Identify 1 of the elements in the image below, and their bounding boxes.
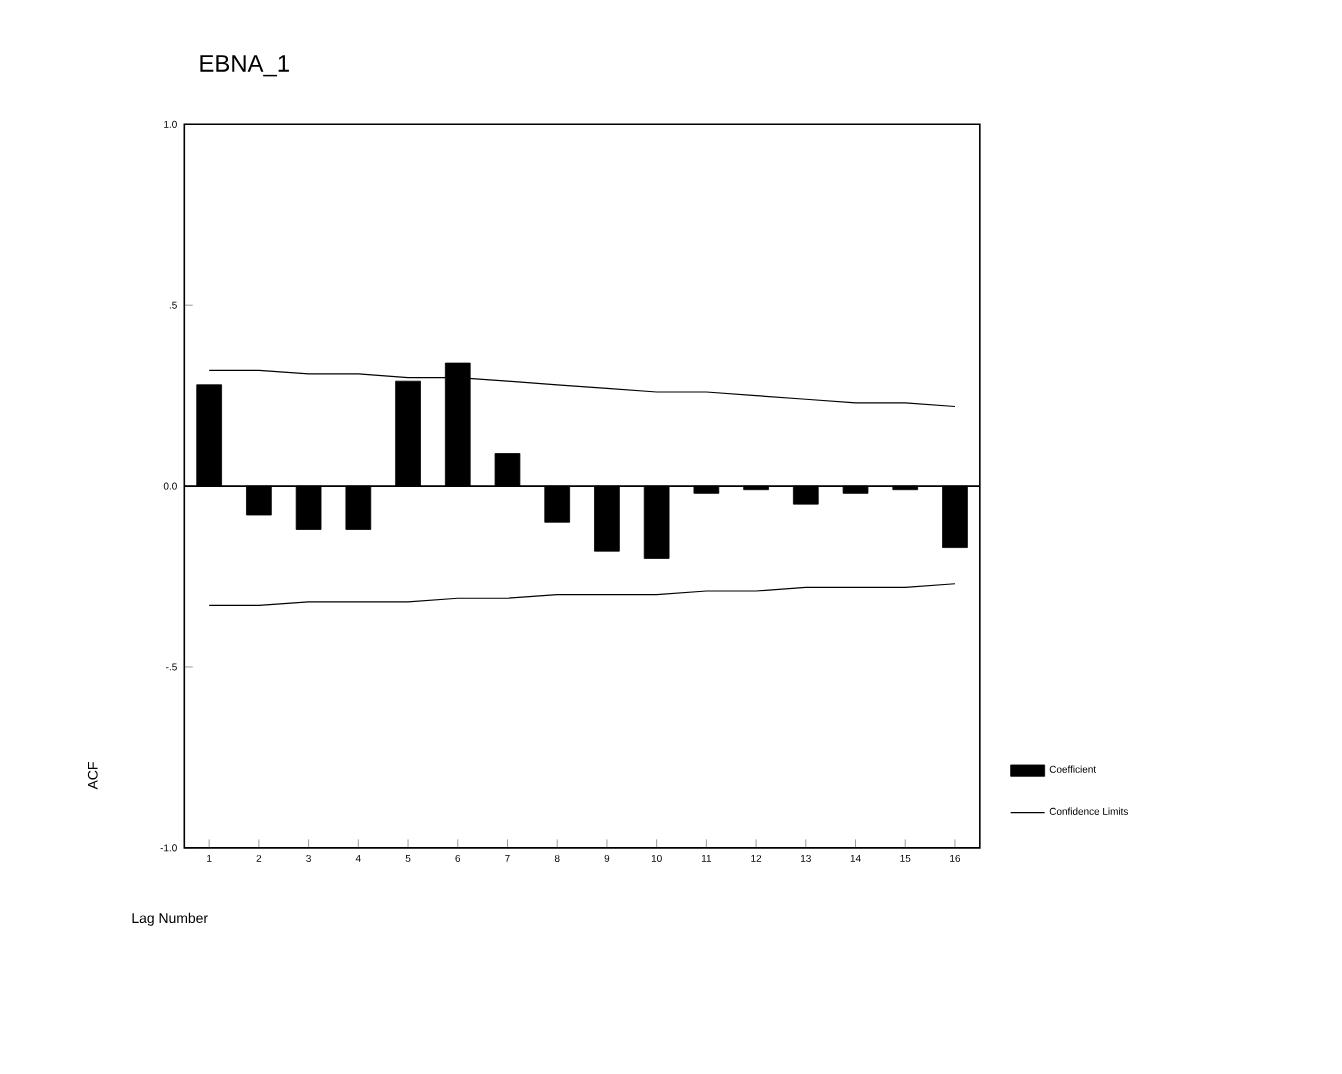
chart-title: EBNA_1 — [200, 55, 289, 77]
